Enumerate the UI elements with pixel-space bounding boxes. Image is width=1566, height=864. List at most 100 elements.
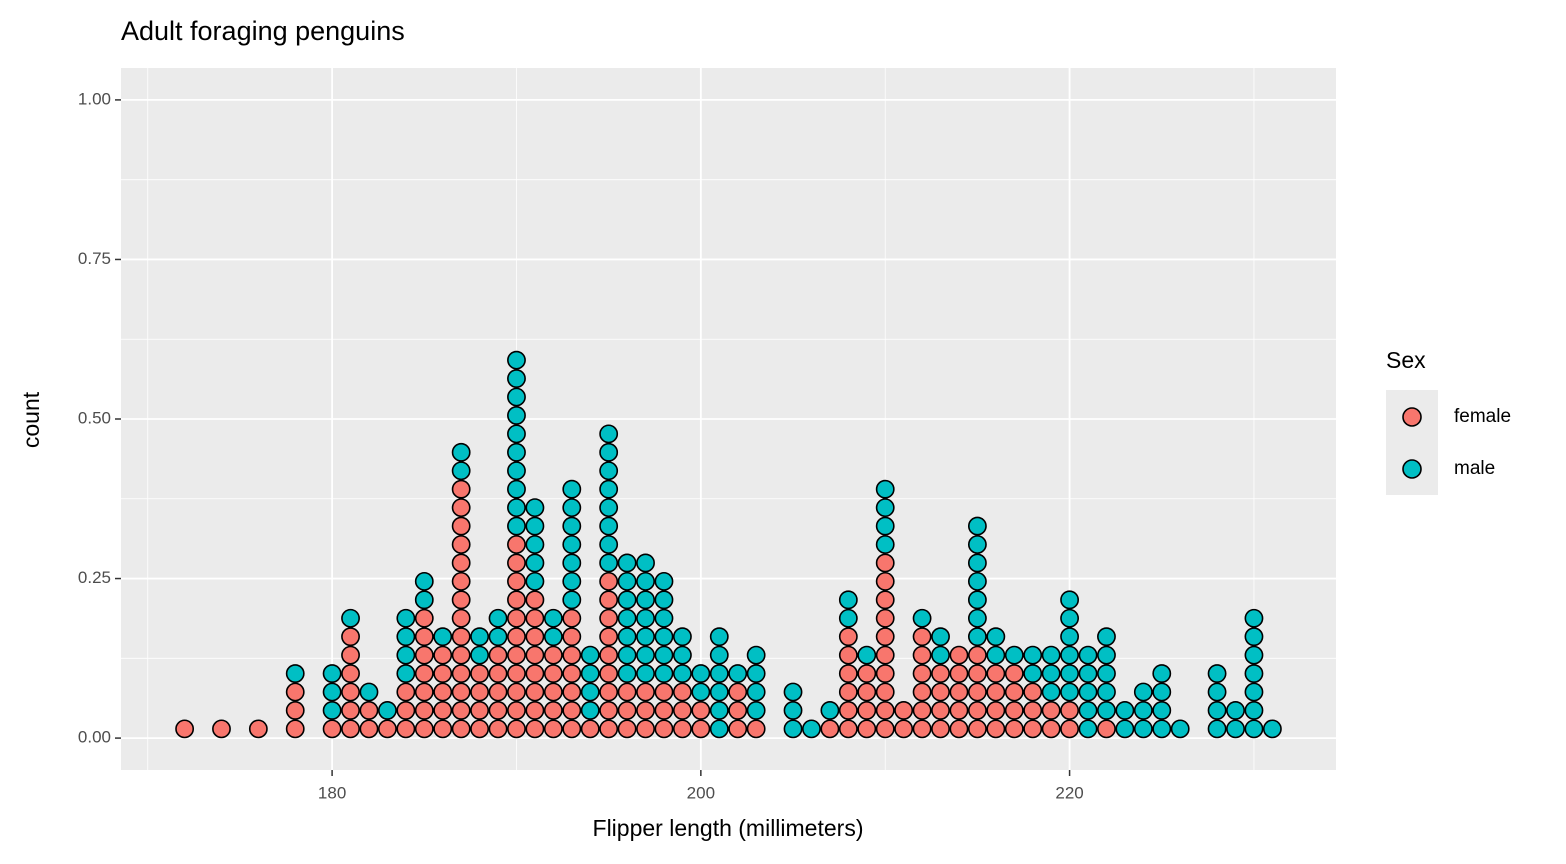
dot [709,664,729,683]
dot [1004,645,1024,665]
dot [1023,664,1043,683]
dot [507,350,526,370]
dot [359,719,379,739]
dot [507,682,526,702]
dot [838,682,858,702]
dot [672,701,692,720]
dot [654,627,674,647]
dot [654,590,674,610]
dot [820,719,840,739]
dot [359,701,379,720]
dot [1078,719,1098,739]
dot [875,645,895,665]
dot [1133,719,1153,739]
dot [562,553,582,573]
dot [599,498,619,518]
dot [470,645,490,665]
dot [875,479,895,499]
dot [783,682,803,702]
dot [986,682,1006,702]
dot [543,719,563,739]
dot [396,645,416,665]
dot [1244,645,1264,665]
dot [451,682,471,702]
dot [451,571,471,591]
dot [931,719,950,739]
dot [470,719,490,739]
dot [949,664,969,683]
dot [875,682,895,702]
dot [414,701,434,720]
dot [396,719,416,739]
dot [783,719,803,739]
dot [1041,682,1061,702]
dot [636,719,655,739]
dot [967,719,987,739]
dot [636,664,655,683]
dot [617,682,637,702]
dot [617,719,637,739]
dot [525,719,545,739]
dot [525,535,545,554]
dot [507,442,526,462]
dot [341,664,360,683]
dot [709,719,729,739]
dot [1115,719,1135,739]
dot [1023,701,1043,720]
dot [322,719,342,739]
dot [654,571,674,591]
dot [672,719,692,739]
dot [562,627,582,647]
dot [949,682,969,702]
legend-key [1402,407,1422,427]
x-tick-label: 180 [318,783,346,802]
dot [949,645,969,665]
dot [654,608,674,628]
y-tick-label: 0.25 [78,568,111,587]
dot [986,627,1006,647]
dot [617,627,637,647]
dot [1078,645,1098,665]
dot [507,406,526,425]
dot [967,535,987,554]
dot [488,682,508,702]
dot [377,701,397,720]
dot [931,627,950,647]
dot [636,571,655,591]
dot [1078,701,1098,720]
dot [451,442,471,462]
dot [636,553,655,573]
dot [599,571,619,591]
legend-title: Sex [1386,347,1426,373]
dot [599,553,619,573]
dot [525,571,545,591]
dot [931,701,950,720]
dot [1244,701,1264,720]
dot [488,719,508,739]
dot [967,645,987,665]
dot [341,682,360,702]
dot [802,719,821,739]
x-tick-label: 220 [1055,783,1083,802]
dot [488,627,508,647]
dot [1152,701,1172,720]
dot [894,719,914,739]
dot [341,719,360,739]
dot [967,590,987,610]
dot [746,682,766,702]
dot [728,664,748,683]
dot [525,682,545,702]
dot [396,701,416,720]
dot [912,608,932,628]
dot [433,719,453,739]
dot [470,701,490,720]
legend-key [1402,459,1422,479]
dot [672,645,692,665]
dot [451,701,471,720]
dot [1041,645,1061,665]
dot [175,719,195,739]
dot [285,701,305,720]
dot [322,664,342,683]
dot [875,608,895,628]
